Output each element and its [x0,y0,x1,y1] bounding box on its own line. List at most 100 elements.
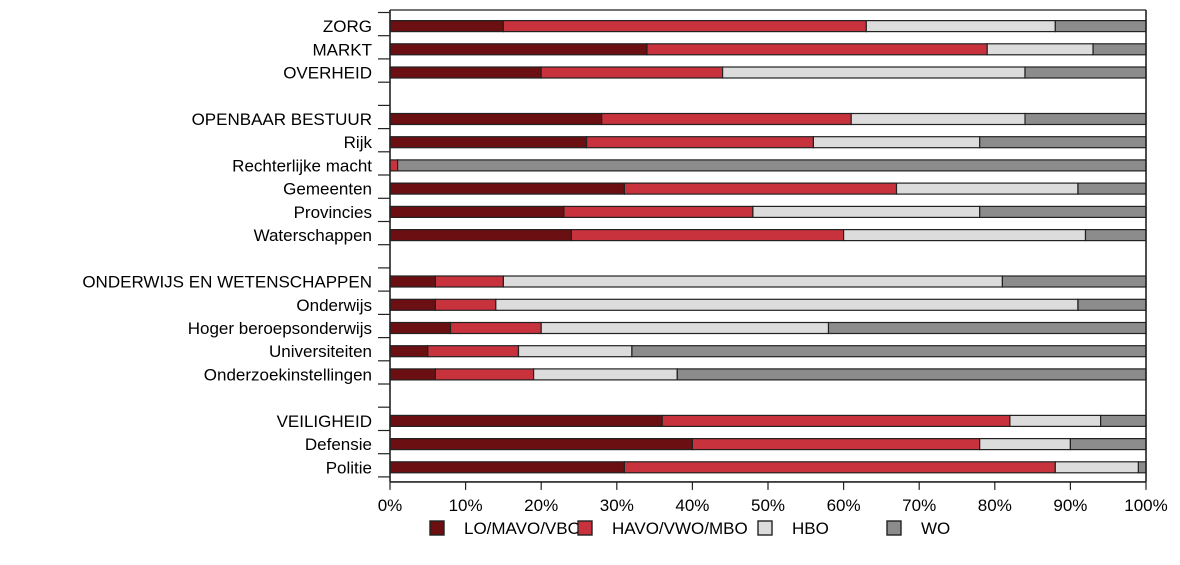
bar-segment [389,205,565,218]
bar-segment [1084,229,1147,242]
category-label: Politie [326,458,372,477]
bar-segment [389,229,572,242]
bar-segment [752,205,981,218]
bar-segment [631,345,1147,358]
legend-swatch [577,520,593,536]
bar-segment [517,345,633,358]
bar-segment [721,66,1026,79]
legend-swatch [886,520,902,536]
category-label: OPENBAAR BESTUUR [192,110,372,129]
x-tick-label: 30% [600,496,634,515]
bar-segment [1069,438,1147,451]
category-label: Onderzoekinstellingen [204,365,372,384]
bar-segment [986,43,1094,56]
category-label: VEILIGHEID [277,412,372,431]
bar-segment [827,321,1147,335]
bar-segment [389,275,437,288]
x-tick-labels: 0% 10% 20% 30% 40% 50% 60% 70% 80% 90% 100% [378,496,1168,515]
bar-segment [434,275,504,288]
bar-segment [691,438,981,451]
category-label: Rechterlijke macht [232,156,372,175]
bar-segment [1092,43,1147,56]
bar-segment [389,321,452,335]
bar-segment [563,205,754,218]
bar-segment [1001,275,1147,288]
bar-segment [1024,66,1147,79]
x-tick-label: 60% [827,496,861,515]
bar-segment [623,461,1056,474]
axes-layer [378,9,1147,490]
bar-segment [502,275,1003,288]
legend-swatch [429,520,445,536]
bar-segment [601,112,852,126]
bar-segment [389,20,505,33]
bar-segment [397,159,1147,172]
bar-segment [1077,182,1147,195]
bar-segment [389,136,588,149]
bar-segment [389,345,429,358]
bar-segment [502,20,867,33]
category-label: ONDERWIJS EN WETENSCHAPPEN [82,273,372,292]
category-label: ZORG [323,17,372,36]
bar-segment [865,20,1056,33]
legend-swatch [757,520,773,536]
bar-segment [842,229,1087,242]
legend: LO/MAVO/VBO HAVO/VWO/MBO HBO WO [429,519,950,538]
bar-segment [1054,461,1140,474]
bar-segment [661,414,1011,427]
bar-segment [1009,414,1102,427]
bar-segment [979,136,1147,149]
bar-segment [389,112,603,126]
x-tick-label: 90% [1053,496,1087,515]
category-label: Universiteiten [269,342,372,361]
category-label: Onderwijs [296,296,372,315]
bar-segment [449,321,542,335]
legend-label: HBO [792,519,829,538]
bar-segment [540,321,830,335]
category-label: Gemeenten [283,180,372,199]
bar-segment [540,66,724,79]
bar-segment [389,368,437,381]
category-label: MARKT [313,40,373,59]
bar-segment [389,66,542,79]
bar-segment [389,438,693,451]
bar-segment [979,438,1072,451]
bar-segment [389,414,663,427]
category-labels: ZORG MARKT OVERHEID OPENBAAR BESTUUR Rijk Rec… [82,17,372,477]
bar-segment [389,182,625,195]
x-tick-label: 80% [978,496,1012,515]
x-tick-label: 10% [449,496,483,515]
category-label: Defensie [305,435,372,454]
bar-segment [427,345,520,358]
bar-segment [1099,414,1147,427]
bar-segment [676,368,1147,381]
bar-segment [1054,20,1147,33]
bar-segment [1137,461,1147,474]
bar-segment [646,43,988,56]
x-tick-label: 40% [675,496,709,515]
bars-layer [389,20,1147,474]
bar-segment [532,368,678,381]
x-tick-label: 0% [378,496,403,515]
bar-segment [895,182,1079,195]
bar-segment [1077,298,1147,311]
legend-label: WO [921,519,950,538]
bar-segment [495,298,1079,311]
x-tick-label: 100% [1124,496,1167,515]
category-label: Hoger beroepsonderwijs [188,319,372,338]
bar-segment [812,136,981,149]
bar-segment [434,298,497,311]
x-tick-label: 50% [751,496,785,515]
bar-segment [389,298,437,311]
bar-segment [623,182,898,195]
bar-segment [585,136,814,149]
category-label: Rijk [344,133,373,152]
bar-segment [850,112,1026,126]
bar-segment [389,461,625,474]
bar-segment [570,229,845,242]
x-tick-label: 70% [902,496,936,515]
x-tick-label: 20% [524,496,558,515]
bar-segment [389,159,399,172]
legend-label: LO/MAVO/VBO [464,519,581,538]
